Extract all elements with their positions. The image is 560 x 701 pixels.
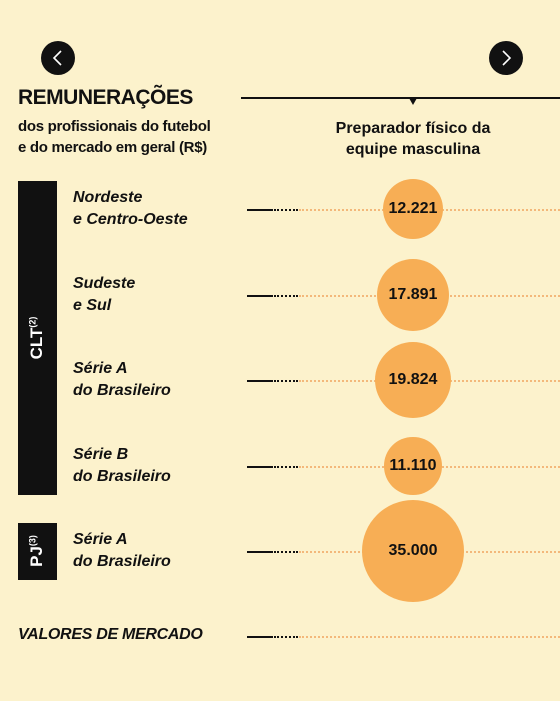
row-label-line: Sudeste [73,275,136,292]
chevron-left-icon [52,50,62,66]
row-label-line: e Sul [73,297,112,314]
row-label: Nordeste e Centro-Oeste [73,187,188,231]
bubble-value-label: 17.891 [388,285,438,303]
group-bar-clt [18,181,57,495]
value-bubble: 11.110 [384,437,442,495]
value-bubble: 19.824 [374,341,452,419]
column-header-line-1: Preparador físico da [335,120,491,137]
value-bubble: 17.891 [376,258,450,332]
row-leader [247,209,273,211]
row-label-line: Nordeste [73,189,143,206]
column-header-line-2: equipe masculina [345,141,481,158]
row-leader [247,380,273,382]
bubble-value-label: 35.000 [388,542,438,559]
market-values-label: VALORES DE MERCADO [18,626,203,643]
previous-button[interactable] [41,41,75,75]
column-marker [409,98,417,105]
row-label: Sudeste e Sul [73,273,135,317]
group-label-clt: CLT(2) [27,317,47,360]
group-label-clt-text: CLT [27,327,46,360]
row-leader-dots [274,551,298,553]
row-label-line: Série B [73,446,129,463]
market-guide [299,636,560,638]
bubble-value-label: 12.221 [388,199,438,217]
row-label: Série A do Brasileiro [73,529,171,573]
row-label-line: e Centro-Oeste [73,211,188,228]
chart-title: REMUNERAÇÕES [18,86,193,109]
row-leader [247,295,273,297]
row-leader [247,551,273,553]
value-bubble: 12.221 [382,178,444,240]
group-note-clt: (2) [27,316,38,328]
group-note-pj: (3) [27,535,38,547]
value-bubble: 35.000 [362,500,464,602]
group-bar-pj [18,523,57,580]
row-label-line: do Brasileiro [73,553,171,570]
group-label-pj: PJ(3) [27,535,47,567]
row-leader-dots [274,209,298,211]
row-label: Série A do Brasileiro [73,358,171,402]
next-button[interactable] [489,41,523,75]
bubble-value-label: 19.824 [388,370,438,388]
title-rule [241,97,560,99]
group-label-pj-text: PJ [27,546,46,567]
chevron-right-icon [502,50,512,66]
row-label-line: Série A [73,360,128,377]
market-dots [274,636,298,638]
market-leader [247,636,273,638]
chart-subtitle: dos profissionais do futebol e do mercad… [18,116,211,158]
row-leader [247,466,273,468]
row-label-line: do Brasileiro [73,468,171,485]
row-label: Série B do Brasileiro [73,444,171,488]
subtitle-line-2: e do mercado em geral (R$) [18,139,207,156]
column-header: Preparador físico da equipe masculina [300,118,526,160]
subtitle-line-1: dos profissionais do futebol [18,118,211,135]
row-leader-dots [274,295,298,297]
row-label-line: Série A [73,531,128,548]
row-leader-dots [274,466,298,468]
row-leader-dots [274,380,298,382]
bubble-value-label: 11.110 [389,456,437,474]
row-label-line: do Brasileiro [73,382,171,399]
